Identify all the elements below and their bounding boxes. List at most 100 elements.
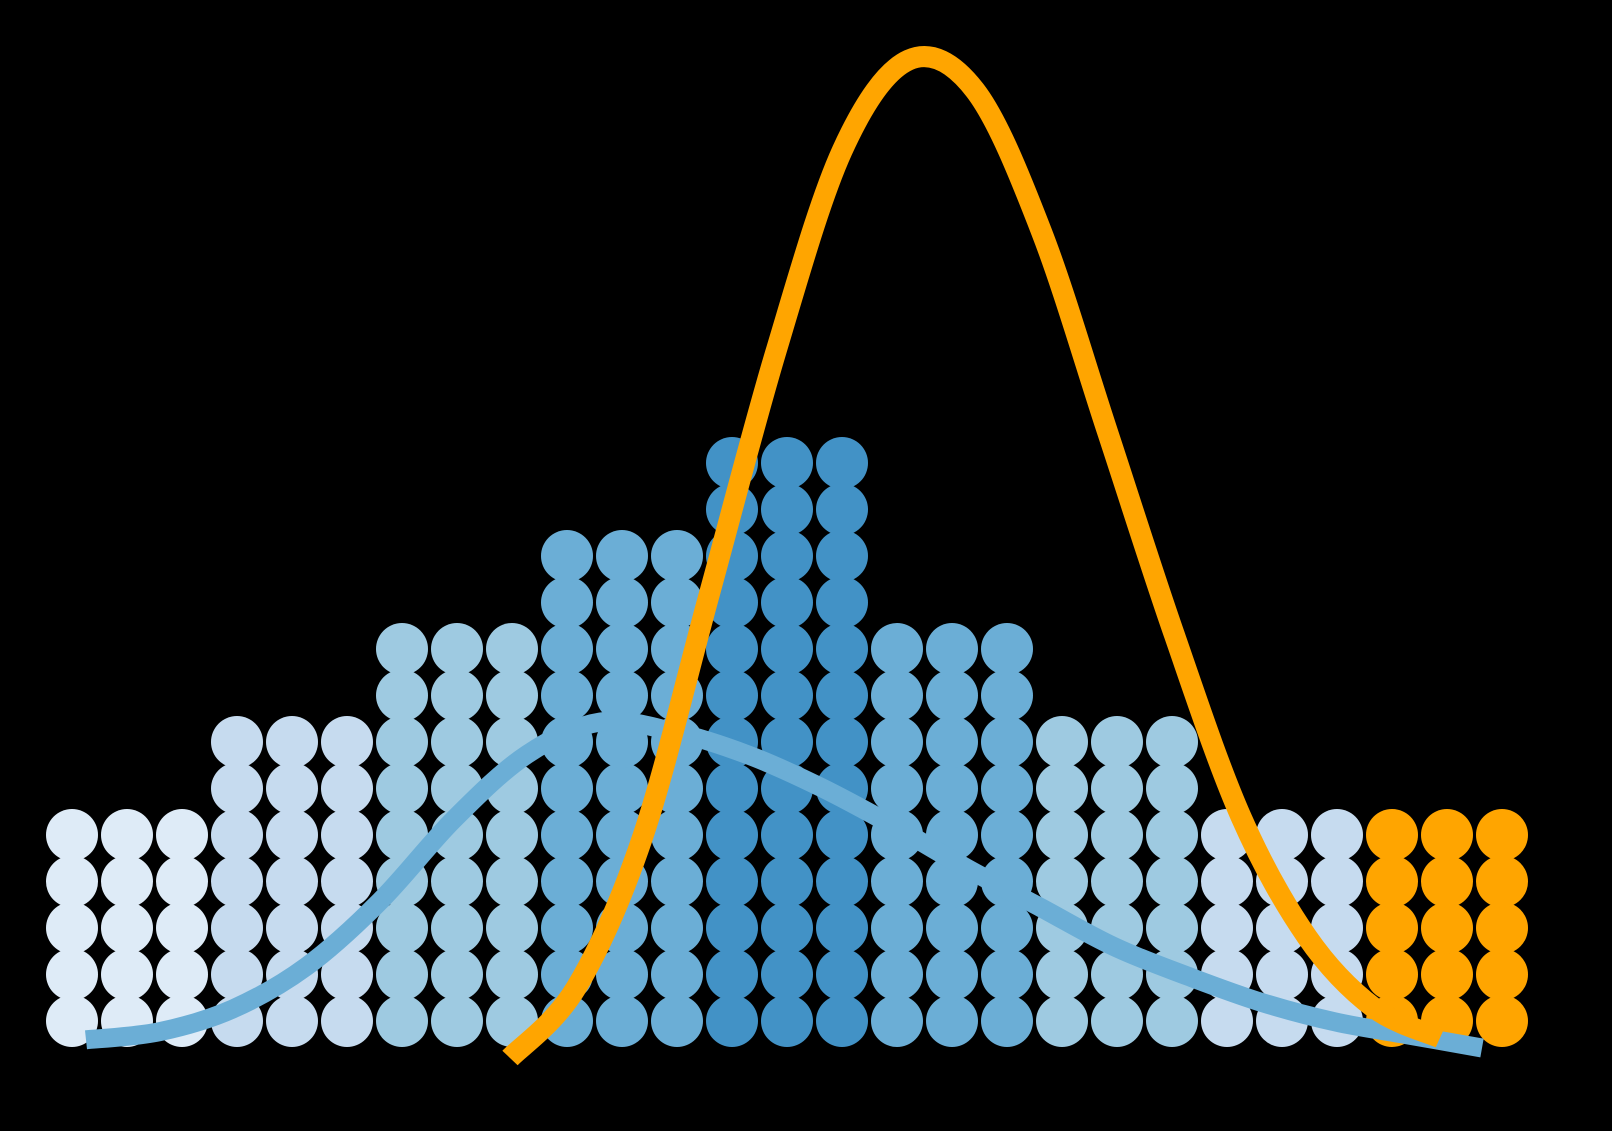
dot (321, 809, 373, 861)
dot-column (486, 623, 538, 1047)
dot (1366, 855, 1418, 908)
dot (376, 902, 428, 954)
dot (376, 995, 428, 1047)
dot (376, 762, 428, 815)
dot (431, 716, 483, 768)
dot (1201, 902, 1253, 954)
dot (266, 902, 318, 954)
dot (211, 809, 263, 861)
dot (1256, 809, 1308, 861)
dot (1146, 855, 1198, 908)
dot-column (266, 716, 318, 1047)
dot (321, 995, 373, 1047)
dot (1311, 855, 1363, 908)
dot (211, 716, 263, 768)
dot (1366, 948, 1418, 1001)
dot (1476, 809, 1528, 861)
dot (706, 762, 758, 815)
dot (1036, 948, 1088, 1001)
dot-column (1146, 716, 1198, 1047)
dot (706, 669, 758, 722)
dot (981, 716, 1033, 768)
dot (1476, 902, 1528, 954)
dot (761, 669, 813, 722)
dot (321, 948, 373, 1001)
dot (101, 809, 153, 861)
dot (1476, 995, 1528, 1047)
dot (1146, 995, 1198, 1047)
dot (376, 948, 428, 1001)
dot (156, 855, 208, 908)
dot (761, 995, 813, 1047)
dot (926, 623, 978, 675)
dot (541, 809, 593, 861)
dot (1146, 716, 1198, 768)
dot (706, 948, 758, 1001)
dot-column (1421, 809, 1473, 1047)
orange-density-curve (502, 46, 1445, 1066)
dot-column (871, 623, 923, 1047)
dot (46, 902, 98, 954)
dot (981, 669, 1033, 722)
dot (816, 716, 868, 768)
dot (431, 995, 483, 1047)
dot (981, 623, 1033, 675)
dot-column (596, 530, 648, 1047)
dot (541, 669, 593, 722)
dot (926, 669, 978, 722)
dot (541, 902, 593, 954)
dot (431, 948, 483, 1001)
dot (1091, 762, 1143, 815)
dot (1146, 902, 1198, 954)
dot (431, 855, 483, 908)
dot (1311, 809, 1363, 861)
dot (1036, 762, 1088, 815)
blue-density-curve (84, 711, 1484, 1058)
dot (871, 623, 923, 675)
dot (871, 716, 923, 768)
dot (871, 995, 923, 1047)
dot (596, 995, 648, 1047)
dot (1421, 809, 1473, 861)
dot (321, 855, 373, 908)
dot (651, 855, 703, 908)
dot (1421, 855, 1473, 908)
dot (486, 809, 538, 861)
dot (596, 669, 648, 722)
dot (1201, 995, 1253, 1047)
dot (596, 623, 648, 675)
dot-column (431, 623, 483, 1047)
dot (596, 576, 648, 629)
dot (541, 762, 593, 815)
dot (651, 576, 703, 629)
dot (376, 669, 428, 722)
dot (1311, 902, 1363, 954)
dot (486, 855, 538, 908)
dot (981, 762, 1033, 815)
dot (1366, 809, 1418, 861)
dot (651, 948, 703, 1001)
dot (871, 669, 923, 722)
dot (816, 576, 868, 629)
dot (1091, 809, 1143, 861)
dot (761, 483, 813, 536)
dot (596, 530, 648, 582)
dot (926, 948, 978, 1001)
dot (541, 530, 593, 582)
dot (211, 762, 263, 815)
dot (981, 809, 1033, 861)
dot-column (46, 809, 98, 1047)
dot (706, 995, 758, 1047)
density-curves (84, 46, 1484, 1066)
dot (761, 948, 813, 1001)
dot-column (926, 623, 978, 1047)
dot (761, 809, 813, 861)
dot (46, 995, 98, 1047)
dot (1256, 948, 1308, 1001)
dot (1091, 995, 1143, 1047)
dot (376, 716, 428, 768)
dot (761, 855, 813, 908)
dot (816, 902, 868, 954)
dot (46, 809, 98, 861)
